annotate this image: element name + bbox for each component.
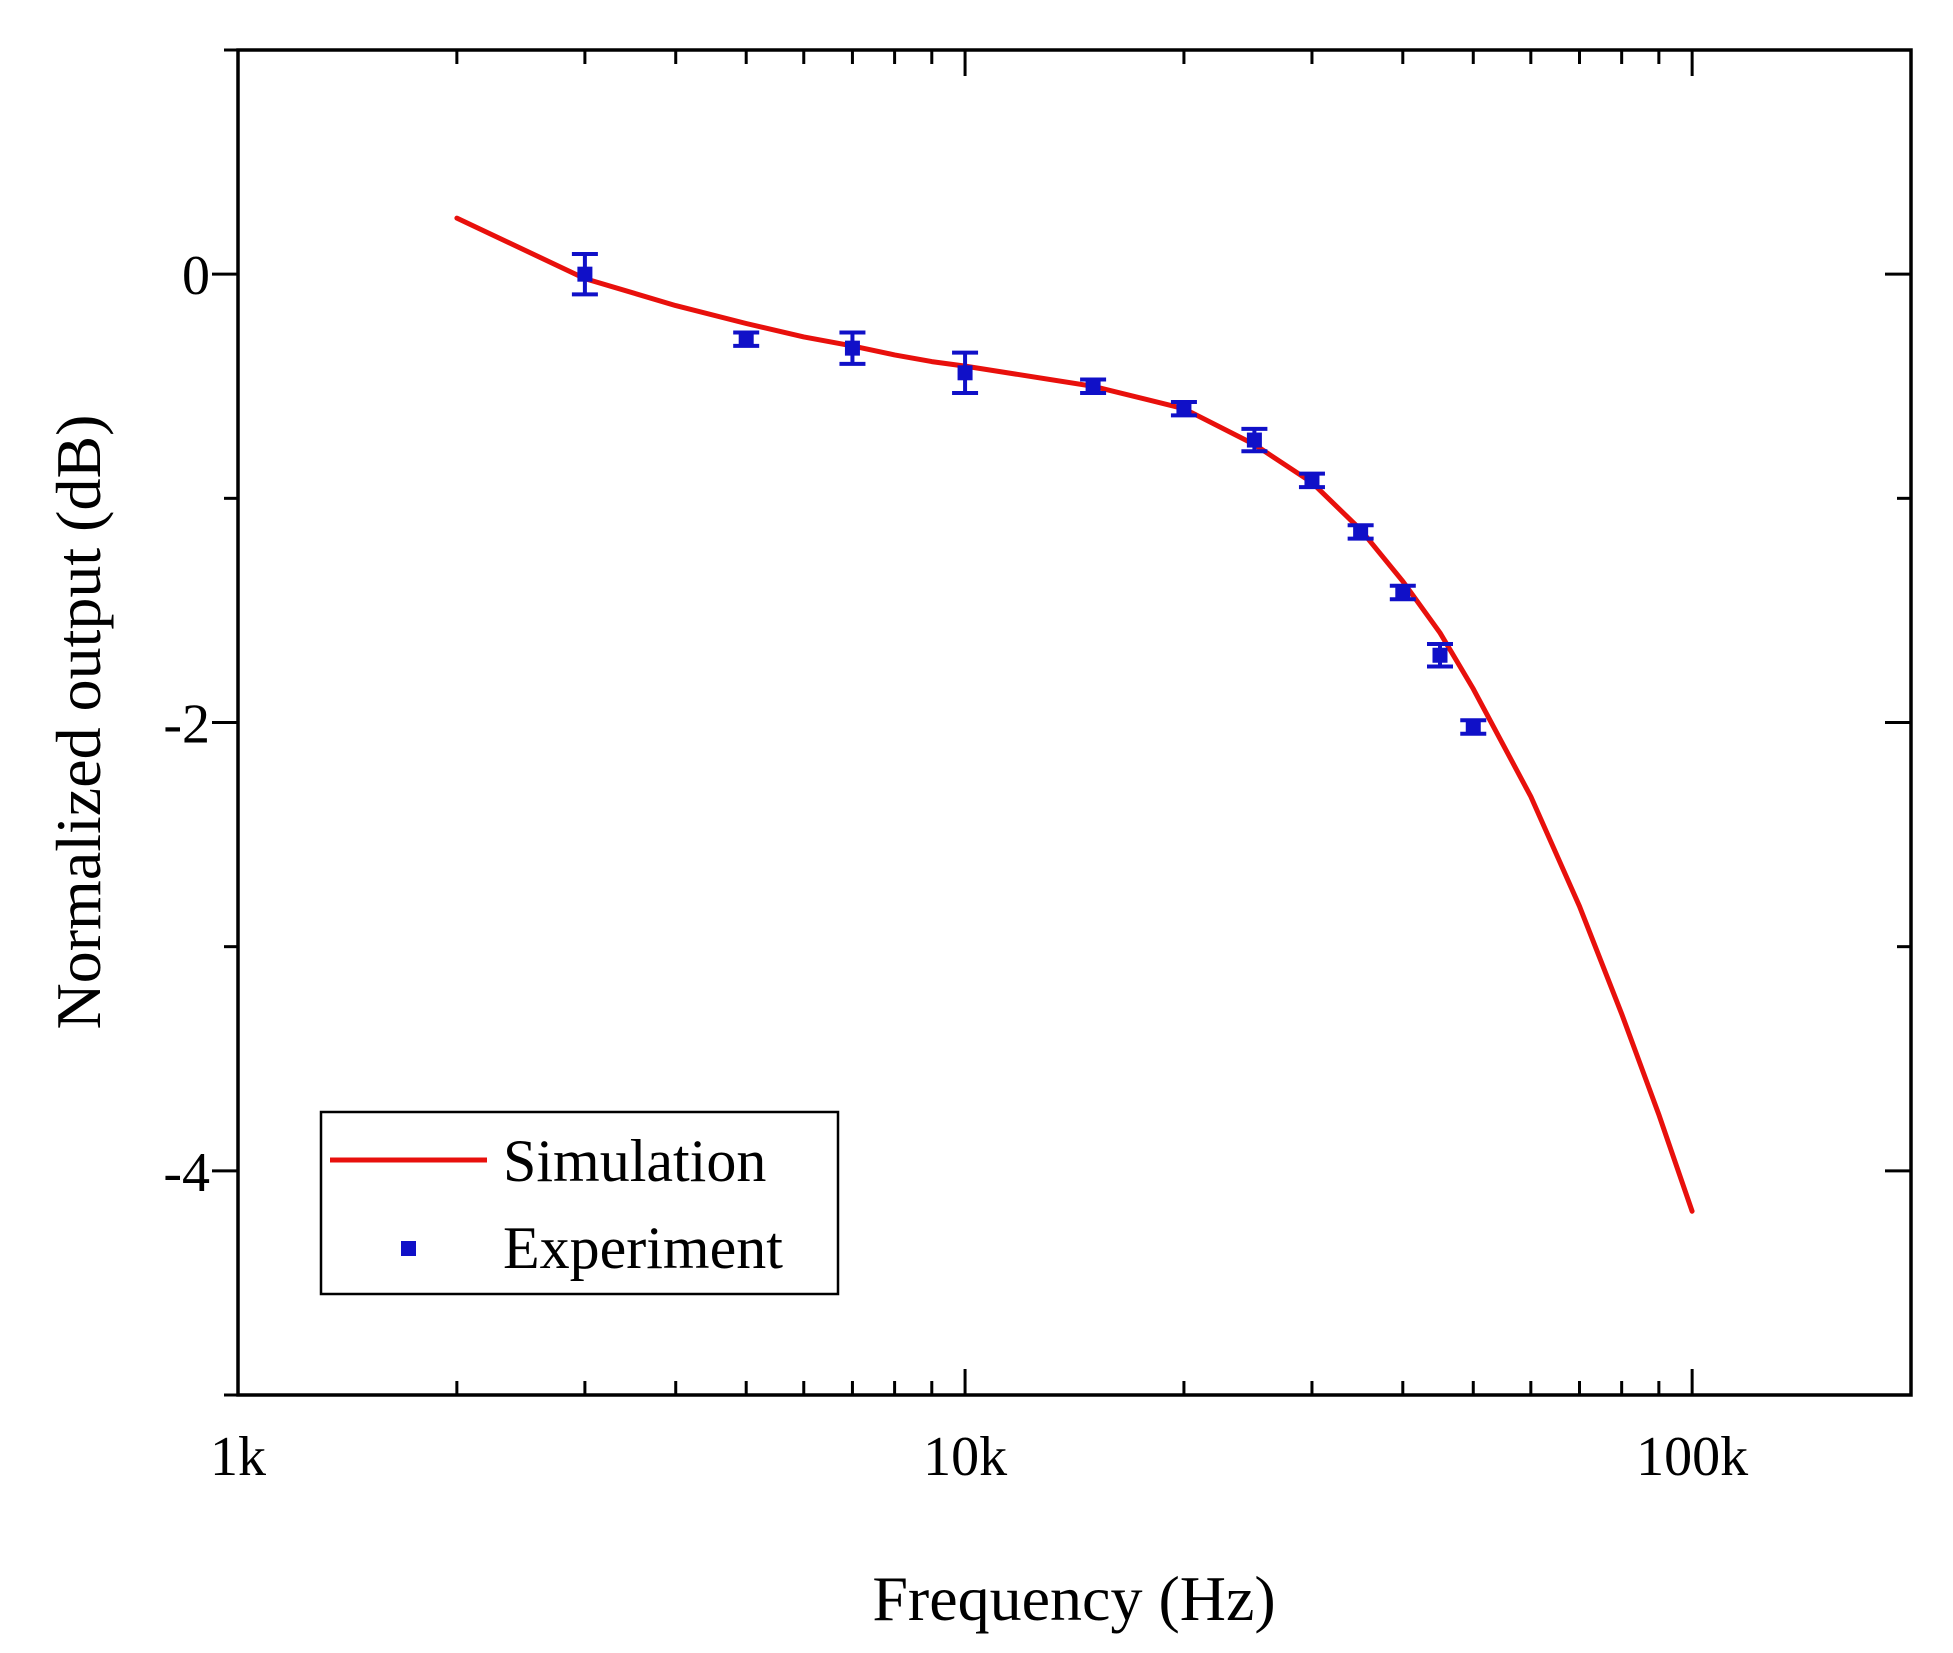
experiment-marker — [1353, 524, 1369, 540]
experiment-point — [1426, 642, 1453, 669]
experiment-point — [1298, 471, 1325, 490]
experiment-point — [839, 330, 866, 366]
x-tick-label: 1k — [210, 1426, 266, 1488]
experiment-point — [1080, 377, 1107, 395]
legend: Simulation Experiment — [319, 1110, 840, 1296]
legend-experiment-label: Experiment — [503, 1215, 783, 1281]
experiment-marker — [957, 365, 973, 381]
experiment-marker — [577, 266, 593, 282]
experiment-point — [733, 330, 760, 348]
y-tick-label: 0 — [182, 245, 210, 307]
experiment-point — [571, 251, 598, 297]
simulation-line — [454, 215, 1695, 1214]
x-axis-title: Frequency (Hz) — [872, 1563, 1275, 1634]
legend-simulation-label: Simulation — [503, 1128, 766, 1194]
experiment-point — [1460, 718, 1487, 736]
experiment-marker — [844, 340, 860, 356]
experiment-point — [1347, 523, 1374, 541]
legend-box — [319, 1110, 840, 1296]
y-tick-label: -4 — [163, 1142, 210, 1204]
experiment-marker — [1432, 647, 1448, 663]
x-tick-label: 100k — [1636, 1426, 1748, 1488]
x-tick-label: 10k — [923, 1426, 1007, 1488]
axis-tick-labels: 1k 10k 100k 0 -2 -4 — [163, 245, 1748, 1488]
experiment-series — [571, 251, 1487, 736]
experiment-marker — [1395, 584, 1411, 600]
simulation-series — [454, 215, 1695, 1214]
y-axis-title: Normalized output (dB) — [43, 415, 114, 1030]
experiment-marker — [1304, 472, 1320, 488]
experiment-marker — [1176, 401, 1192, 417]
experiment-point — [952, 350, 979, 395]
experiment-point — [1170, 399, 1197, 418]
experiment-marker — [1085, 378, 1101, 394]
y-tick-label: -2 — [163, 694, 210, 756]
experiment-marker — [1465, 719, 1481, 735]
experiment-marker — [738, 331, 754, 347]
experiment-point — [1241, 426, 1268, 454]
legend-experiment-swatch — [401, 1241, 416, 1256]
experiment-marker — [1246, 432, 1262, 448]
axis-ticks — [212, 48, 1913, 1397]
experiment-point — [1389, 583, 1416, 602]
